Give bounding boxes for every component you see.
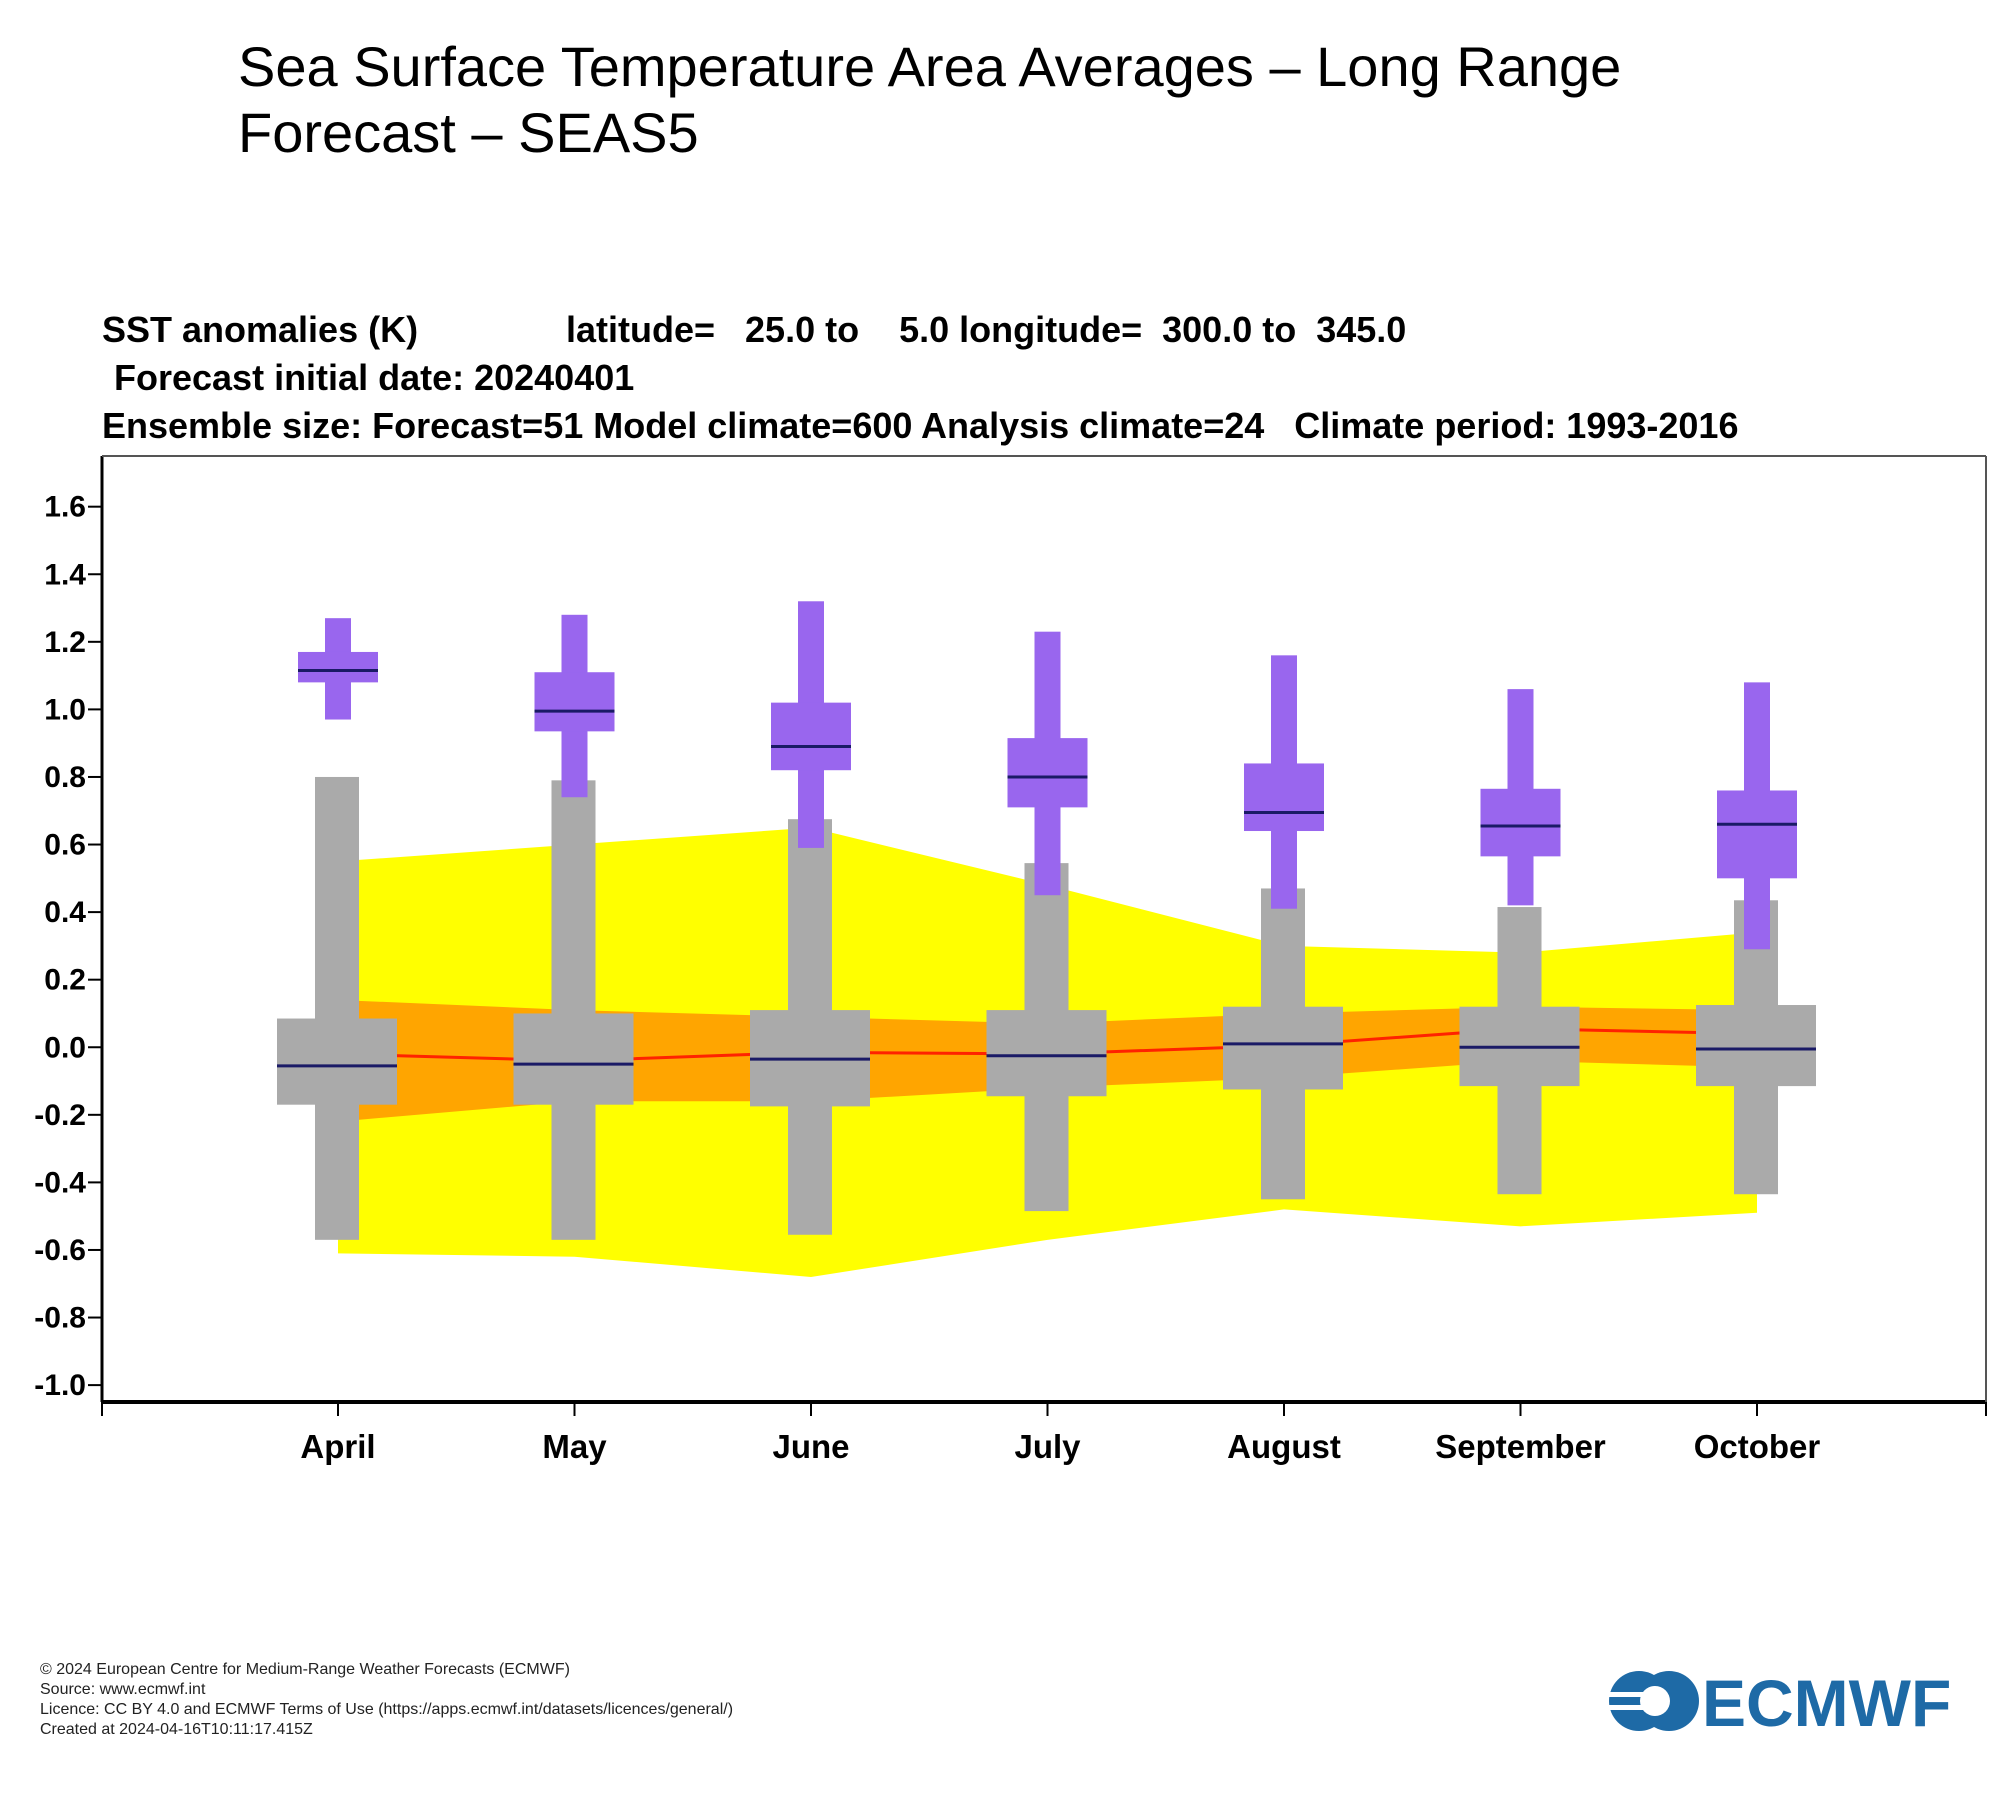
forecast-july-box: [1007, 738, 1088, 808]
x-tick-label-may: May: [542, 1428, 607, 1465]
model-climate-april-whisker: [315, 776, 359, 1240]
forecast-june-box: [771, 702, 851, 771]
copyright-text: © 2024 European Centre for Medium-Range …: [40, 1661, 570, 1678]
x-tick-label-june: June: [772, 1428, 849, 1465]
variable-label: SST anomalies (K): [102, 309, 418, 350]
y-tick-label: 1.6: [44, 491, 86, 524]
y-tick-label: -0.8: [34, 1302, 86, 1335]
y-tick-label: 1.4: [44, 558, 86, 591]
model-climate-august-box: [1223, 1006, 1343, 1090]
model-climate-layer: [277, 776, 1816, 1240]
model-climate-may-whisker: [551, 780, 596, 1240]
forecast-october-box: [1717, 790, 1797, 879]
ecmwf-logo-text: ECMWF: [1702, 1666, 1951, 1736]
axes-layer: 1.6 1.4 1.2 1.0 0.8 0.6 0.4 0.2 0.0 -0.2 -0.4 -0.6 -…: [34, 455, 1987, 1465]
y-tick-label: -1.0: [34, 1369, 86, 1402]
forecast-august-box: [1244, 763, 1324, 832]
forecast-may-box: [534, 672, 615, 732]
sst-anomaly-chart: SST anomalies (K) latitude= 25.0 to 5.0 …: [34, 309, 1987, 1465]
lat-lon-label: latitude= 25.0 to 5.0 longitude= 300.0 t…: [566, 309, 1406, 350]
y-tick-label: 0.4: [44, 896, 86, 929]
forecast-april-box: [298, 651, 378, 683]
y-tick-label: 1.0: [44, 693, 86, 726]
model-climate-july-box: [986, 1010, 1107, 1097]
model-climate-october-box: [1696, 1005, 1816, 1087]
ensemble-label: Ensemble size: Forecast=51 Model climate…: [102, 405, 1738, 446]
y-tick-label: 0.2: [44, 964, 86, 997]
y-tick-label: 0.8: [44, 761, 86, 794]
x-tick-label-july: July: [1014, 1428, 1081, 1465]
licence-text: Licence: CC BY 4.0 and ECMWF Terms of Us…: [40, 1701, 734, 1718]
x-tick-label-october: October: [1694, 1428, 1821, 1465]
y-tick-label: 1.2: [44, 626, 86, 659]
ecmwf-logo: ECMWF: [1606, 1666, 1951, 1736]
forecast-layer: [298, 601, 1797, 950]
x-tick-label-april: April: [300, 1428, 375, 1465]
created-text: Created at 2024-04-16T10:11:17.415Z: [40, 1721, 313, 1738]
page-title: Sea Surface Temperature Area Averages – …: [238, 35, 1622, 164]
model-climate-april-box: [277, 1018, 397, 1105]
model-climate-may-box: [513, 1013, 634, 1105]
ecmwf-logo-icon: [1606, 1671, 1699, 1731]
source-text: Source: www.ecmwf.int: [40, 1681, 206, 1698]
y-tick-label: -0.2: [34, 1099, 86, 1132]
y-tick-label: -0.4: [34, 1166, 86, 1199]
init-date-label: Forecast initial date: 20240401: [114, 357, 634, 398]
forecast-september-box: [1480, 788, 1561, 857]
footer: © 2024 European Centre for Medium-Range …: [40, 1660, 733, 1740]
chart-header: SST anomalies (K) latitude= 25.0 to 5.0 …: [102, 309, 1738, 446]
x-tick-label-august: August: [1227, 1428, 1341, 1465]
y-tick-label: 0.6: [44, 829, 86, 862]
y-tick-label: -0.6: [34, 1234, 86, 1267]
x-tick-label-september: September: [1435, 1428, 1606, 1465]
y-tick-label: 0.0: [44, 1031, 86, 1064]
